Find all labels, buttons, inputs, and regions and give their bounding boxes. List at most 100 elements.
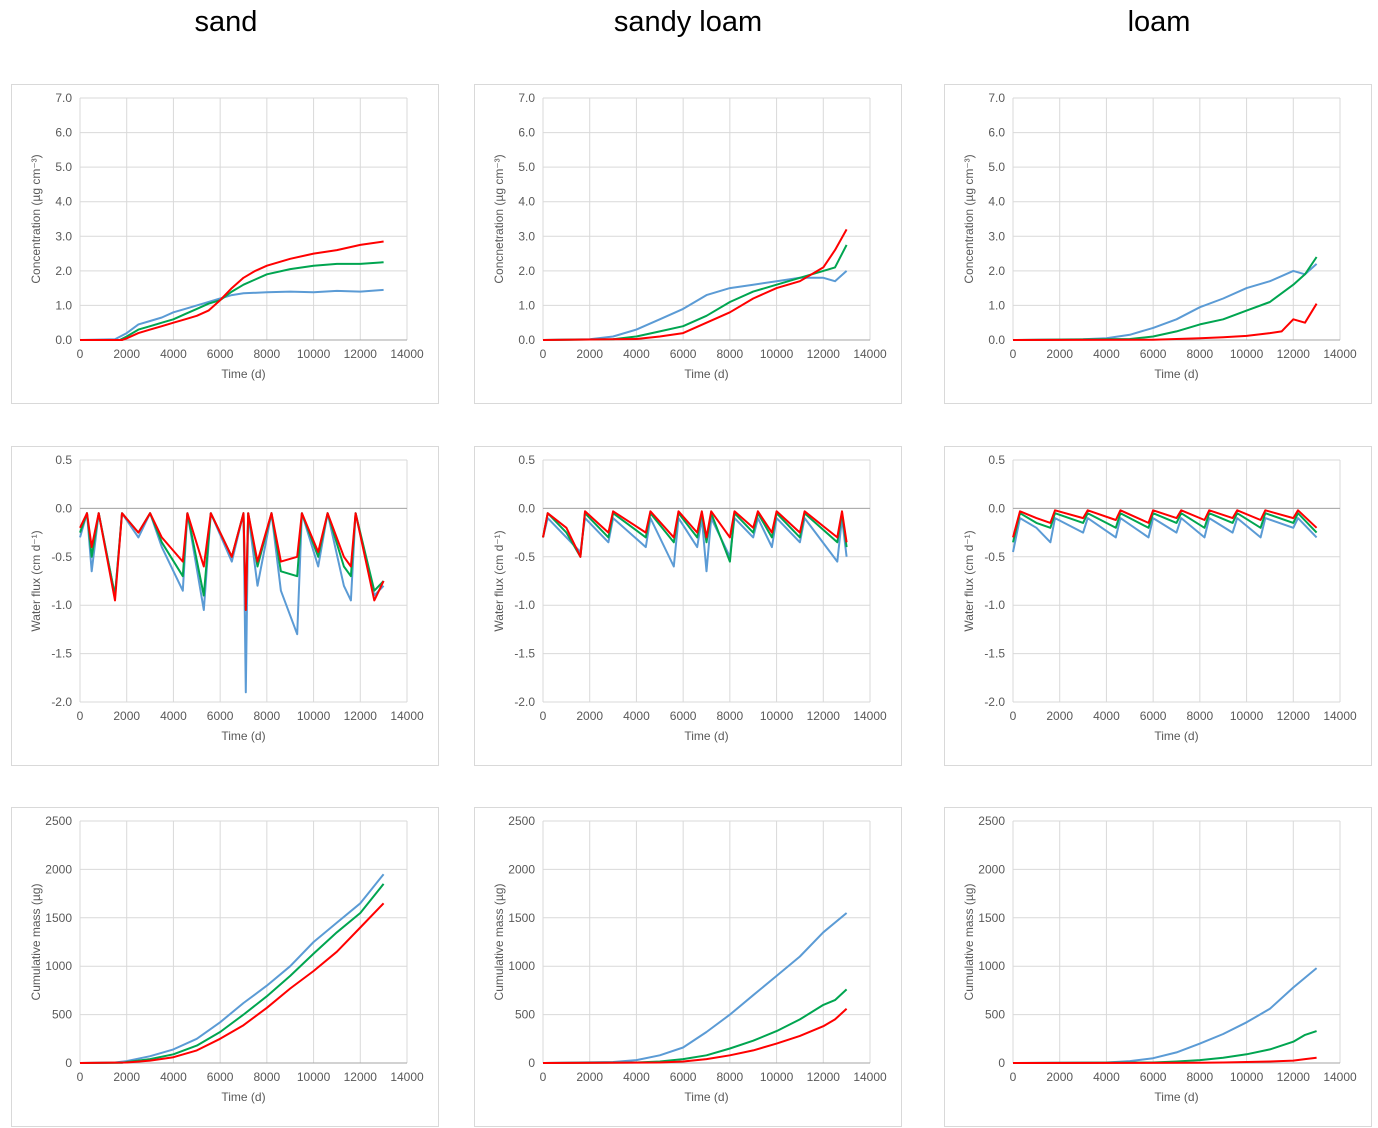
series-line-3: [542, 510, 848, 558]
x-tick-label: 14000: [853, 1070, 887, 1084]
y-tick-label: 2.0: [55, 264, 72, 278]
y-axis-title: Cumulative mass (µg): [962, 884, 976, 1001]
y-tick-label: 7.0: [518, 91, 535, 105]
series-line-3: [80, 240, 384, 341]
y-tick-label: 5.0: [55, 160, 72, 174]
x-tick-label: 14000: [1323, 709, 1357, 723]
y-tick-label: 1500: [978, 911, 1005, 925]
x-tick-label: 8000: [717, 347, 744, 361]
series-line-2: [1012, 1030, 1317, 1064]
y-tick-label: 0.0: [518, 501, 535, 515]
x-axis-title: Time (d): [221, 729, 265, 743]
x-tick-label: 0: [77, 347, 84, 361]
y-tick-label: 0.5: [55, 453, 72, 467]
x-tick-label: 12000: [344, 347, 378, 361]
y-tick-label: 1500: [508, 911, 535, 925]
series-line-1: [542, 270, 848, 341]
y-tick-label: 1000: [508, 959, 535, 973]
chart-svg: 0.0 1.0 2.0 3.0 4.0 5.0 6.0 7.0 0 2000 4000 6000 800…: [492, 91, 887, 381]
x-tick-label: 12000: [344, 1070, 378, 1084]
x-tick-label: 10000: [297, 1070, 331, 1084]
chart-svg: -2.0 -1.5 -1.0 -0.5 0.0 0.5 0 2000 4000 6000 8000 1…: [492, 453, 887, 743]
y-axis-title: Water flux (cm d⁻¹): [962, 530, 976, 631]
x-tick-label: 0: [1010, 1070, 1017, 1084]
x-tick-label: 2000: [1046, 709, 1073, 723]
y-tick-label: 6.0: [988, 126, 1005, 140]
chart-svg: -2.0 -1.5 -1.0 -0.5 0.0 0.5 0 2000 4000 6000 8000 1…: [29, 453, 424, 743]
x-axis-title: Time (d): [1154, 1090, 1198, 1104]
series-line-2: [1012, 512, 1318, 543]
y-tick-label: -0.5: [514, 550, 535, 564]
chart-panel-cumulative_mass-loam: 0 500 1000 1500 2000 2500 0 2000 4000 6000 8000 100…: [944, 807, 1372, 1127]
x-tick-label: 6000: [207, 347, 234, 361]
x-tick-label: 4000: [623, 709, 650, 723]
y-tick-label: 3.0: [55, 229, 72, 243]
y-axis-title: Cumulative mass (µg): [492, 884, 506, 1001]
x-tick-label: 0: [540, 709, 547, 723]
y-tick-label: 1.0: [55, 298, 72, 312]
y-tick-label: 5.0: [518, 160, 535, 174]
series-line-3: [79, 512, 385, 611]
x-tick-label: 10000: [760, 347, 794, 361]
chart-panel-water_flux-sandy-loam: -2.0 -1.5 -1.0 -0.5 0.0 0.5 0 2000 4000 6000 8000 1…: [474, 446, 902, 766]
x-tick-label: 12000: [1277, 709, 1311, 723]
y-tick-label: 7.0: [55, 91, 72, 105]
x-tick-label: 14000: [853, 347, 887, 361]
series-line-1: [542, 517, 848, 573]
x-tick-label: 6000: [1140, 1070, 1167, 1084]
x-tick-label: 4000: [623, 1070, 650, 1084]
x-tick-label: 8000: [717, 1070, 744, 1084]
series-line-3: [1012, 303, 1318, 341]
y-tick-label: 1.0: [518, 298, 535, 312]
series-line-1: [1012, 517, 1318, 553]
series-line-3: [79, 902, 385, 1064]
y-tick-label: 4.0: [55, 195, 72, 209]
chart-panel-concentration-sand: 0.0 1.0 2.0 3.0 4.0 5.0 6.0 7.0 0 2000 4000 6000 800…: [11, 84, 439, 404]
y-tick-label: 0: [998, 1056, 1005, 1070]
y-tick-label: 4.0: [518, 195, 535, 209]
x-tick-label: 8000: [717, 709, 744, 723]
x-tick-label: 10000: [297, 709, 331, 723]
x-tick-label: 2000: [1046, 347, 1073, 361]
y-tick-label: 0.0: [988, 333, 1005, 347]
y-tick-label: 500: [52, 1008, 72, 1022]
x-tick-label: 10000: [1230, 709, 1264, 723]
y-tick-label: 0: [528, 1056, 535, 1070]
x-tick-label: 4000: [1093, 347, 1120, 361]
y-tick-label: 2000: [508, 862, 535, 876]
y-tick-label: 3.0: [518, 229, 535, 243]
chart-svg: -2.0 -1.5 -1.0 -0.5 0.0 0.5 0 2000 4000 6000 8000 1…: [962, 453, 1357, 743]
x-tick-label: 12000: [344, 709, 378, 723]
x-tick-label: 14000: [1323, 1070, 1357, 1084]
x-tick-label: 2000: [113, 1070, 140, 1084]
column-title-loam: loam: [1127, 6, 1191, 38]
x-tick-label: 10000: [760, 1070, 794, 1084]
y-tick-label: -1.0: [984, 598, 1005, 612]
column-title-sandy-loam: sandy loam: [613, 6, 763, 38]
x-tick-label: 6000: [207, 1070, 234, 1084]
y-tick-label: 6.0: [518, 126, 535, 140]
series-line-3: [1012, 509, 1318, 538]
y-tick-label: 5.0: [988, 160, 1005, 174]
y-tick-label: 3.0: [988, 229, 1005, 243]
chart-panel-water_flux-sand: -2.0 -1.5 -1.0 -0.5 0.0 0.5 0 2000 4000 6000 8000 1…: [11, 446, 439, 766]
x-tick-label: 8000: [1187, 709, 1214, 723]
y-axis-title: Cumulative mass (µg): [29, 884, 43, 1001]
y-tick-label: 0: [65, 1056, 72, 1070]
y-axis-title: Concentration (µg cm⁻³): [962, 154, 976, 283]
y-tick-label: 1500: [45, 911, 72, 925]
series-line-2: [1012, 256, 1318, 341]
y-tick-label: 0.5: [518, 453, 535, 467]
x-tick-label: 12000: [1277, 347, 1311, 361]
x-tick-label: 2000: [113, 709, 140, 723]
y-tick-label: 0.0: [518, 333, 535, 347]
x-tick-label: 2000: [576, 709, 603, 723]
x-tick-label: 12000: [1277, 1070, 1311, 1084]
series-line-1: [79, 288, 384, 341]
x-tick-label: 0: [1010, 709, 1017, 723]
y-tick-label: 2500: [978, 814, 1005, 828]
x-tick-label: 8000: [254, 1070, 281, 1084]
series-line-2: [542, 988, 848, 1064]
x-tick-label: 14000: [390, 709, 424, 723]
y-tick-label: -2.0: [51, 695, 72, 709]
